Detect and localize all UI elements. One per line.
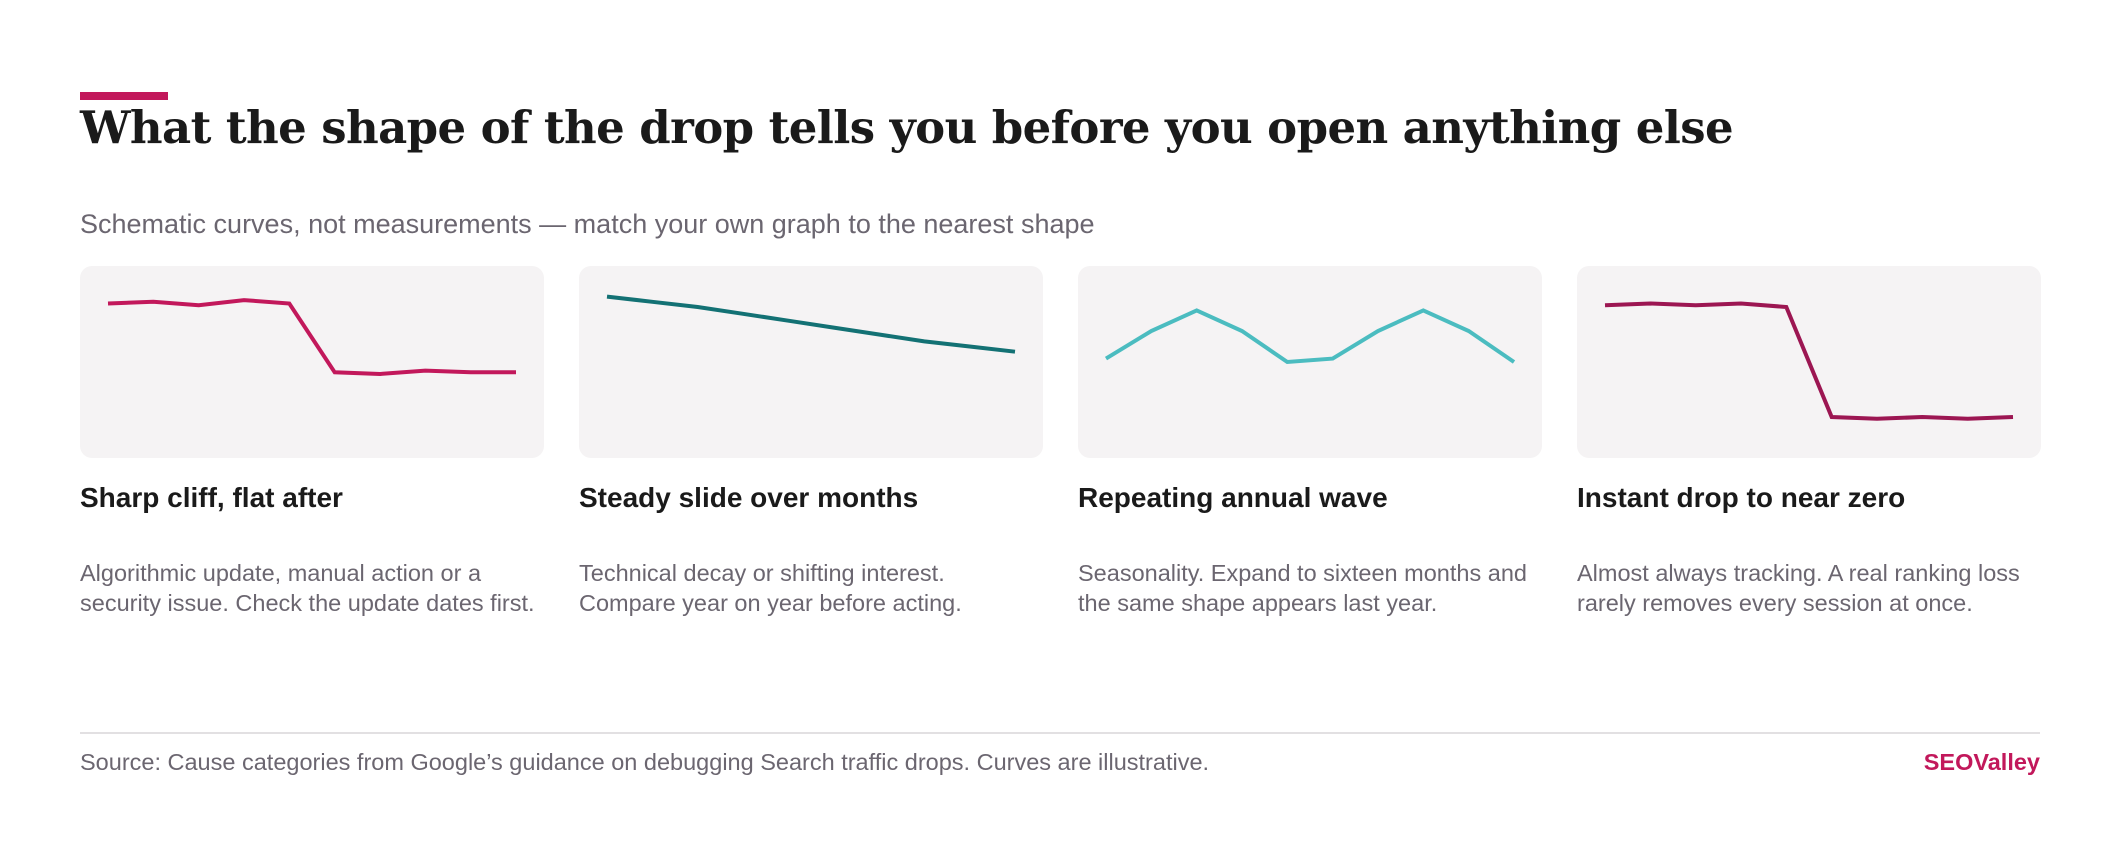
shape-card-sharp-cliff: Sharp cliff, flat after Algorithmic upda… <box>80 266 544 626</box>
card-title: Sharp cliff, flat after <box>80 482 343 513</box>
curve-panel <box>80 266 544 458</box>
curve-panel <box>579 266 1043 458</box>
title-accent-bar <box>80 92 168 100</box>
curve-chart <box>1604 301 2014 421</box>
brand-logo: SEOValley <box>1923 749 2040 775</box>
shape-cards: Sharp cliff, flat after Algorithmic upda… <box>80 266 2041 626</box>
curve-line <box>107 298 516 377</box>
shape-card-steady-slide: Steady slide over months Technical decay… <box>579 266 1043 626</box>
curve-chart <box>1104 308 1516 365</box>
page-subtitle: Schematic curves, not measurements — mat… <box>80 209 1095 239</box>
infographic: What the shape of the drop tells you bef… <box>80 0 2041 862</box>
curve-line <box>1604 301 2014 421</box>
shape-card-annual-wave: Repeating annual wave Seasonality. Expan… <box>1078 266 1542 626</box>
card-description: Almost always tracking. A real ranking l… <box>1577 560 2020 616</box>
curve-chart <box>606 294 1016 354</box>
footer-divider <box>80 732 2040 734</box>
card-description: Algorithmic update, manual action or a s… <box>80 560 535 616</box>
card-title: Instant drop to near zero <box>1577 482 1906 513</box>
page-title: What the shape of the drop tells you bef… <box>80 101 1734 154</box>
source-note: Source: Cause categories from Google’s g… <box>80 749 1210 775</box>
curve-panel <box>1577 266 2041 458</box>
card-title: Steady slide over months <box>579 482 919 513</box>
shape-card-instant-drop: Instant drop to near zero Almost always … <box>1577 266 2041 626</box>
card-description: Technical decay or shifting interest. Co… <box>579 560 962 616</box>
card-description: Seasonality. Expand to sixteen months an… <box>1078 560 1527 616</box>
card-title: Repeating annual wave <box>1078 482 1388 513</box>
curve-line <box>606 294 1016 354</box>
curve-panel <box>1078 266 1542 458</box>
curve-chart <box>107 298 516 377</box>
curve-line <box>1104 308 1516 365</box>
